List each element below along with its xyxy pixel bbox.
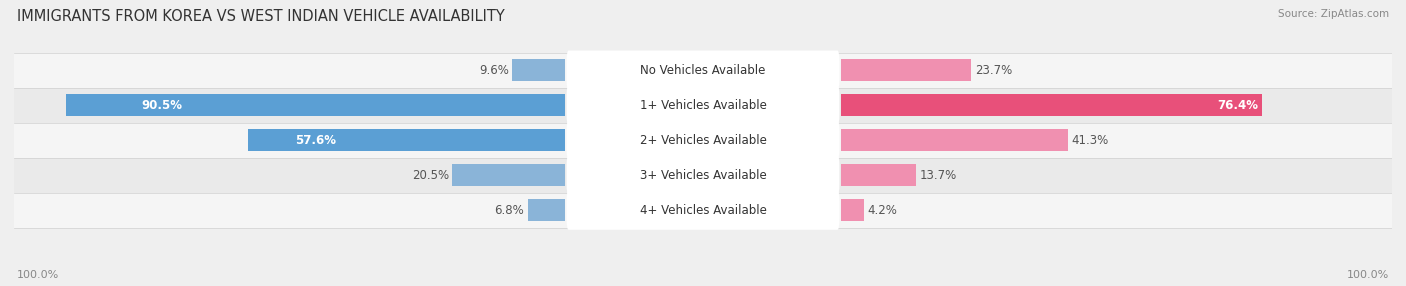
Bar <box>527 199 565 221</box>
Text: 9.6%: 9.6% <box>479 64 509 77</box>
Bar <box>841 94 1261 116</box>
Text: 6.8%: 6.8% <box>495 204 524 217</box>
FancyBboxPatch shape <box>567 86 839 125</box>
Text: 20.5%: 20.5% <box>412 168 449 182</box>
Text: 1+ Vehicles Available: 1+ Vehicles Available <box>640 99 766 112</box>
FancyBboxPatch shape <box>14 192 1392 228</box>
Text: 100.0%: 100.0% <box>17 270 59 280</box>
Text: 13.7%: 13.7% <box>920 168 957 182</box>
Text: 41.3%: 41.3% <box>1071 134 1109 147</box>
Bar <box>247 129 565 151</box>
FancyBboxPatch shape <box>14 158 1392 192</box>
Bar <box>841 129 1069 151</box>
Text: 76.4%: 76.4% <box>1218 99 1258 112</box>
FancyBboxPatch shape <box>14 88 1392 123</box>
Text: Source: ZipAtlas.com: Source: ZipAtlas.com <box>1278 9 1389 19</box>
Text: No Vehicles Available: No Vehicles Available <box>640 64 766 77</box>
Text: 23.7%: 23.7% <box>974 64 1012 77</box>
Bar <box>66 94 565 116</box>
Text: 4+ Vehicles Available: 4+ Vehicles Available <box>640 204 766 217</box>
Text: 3+ Vehicles Available: 3+ Vehicles Available <box>640 168 766 182</box>
FancyBboxPatch shape <box>14 53 1392 88</box>
FancyBboxPatch shape <box>567 51 839 90</box>
FancyBboxPatch shape <box>14 123 1392 158</box>
FancyBboxPatch shape <box>567 155 839 195</box>
Text: 90.5%: 90.5% <box>141 99 183 112</box>
Bar <box>841 199 863 221</box>
Bar <box>453 164 565 186</box>
Text: 100.0%: 100.0% <box>1347 270 1389 280</box>
FancyBboxPatch shape <box>567 120 839 160</box>
Bar <box>841 59 972 81</box>
Text: 57.6%: 57.6% <box>295 134 336 147</box>
FancyBboxPatch shape <box>567 190 839 230</box>
Bar <box>512 59 565 81</box>
Bar <box>841 164 917 186</box>
Text: 4.2%: 4.2% <box>868 204 897 217</box>
Text: 2+ Vehicles Available: 2+ Vehicles Available <box>640 134 766 147</box>
Text: IMMIGRANTS FROM KOREA VS WEST INDIAN VEHICLE AVAILABILITY: IMMIGRANTS FROM KOREA VS WEST INDIAN VEH… <box>17 9 505 23</box>
